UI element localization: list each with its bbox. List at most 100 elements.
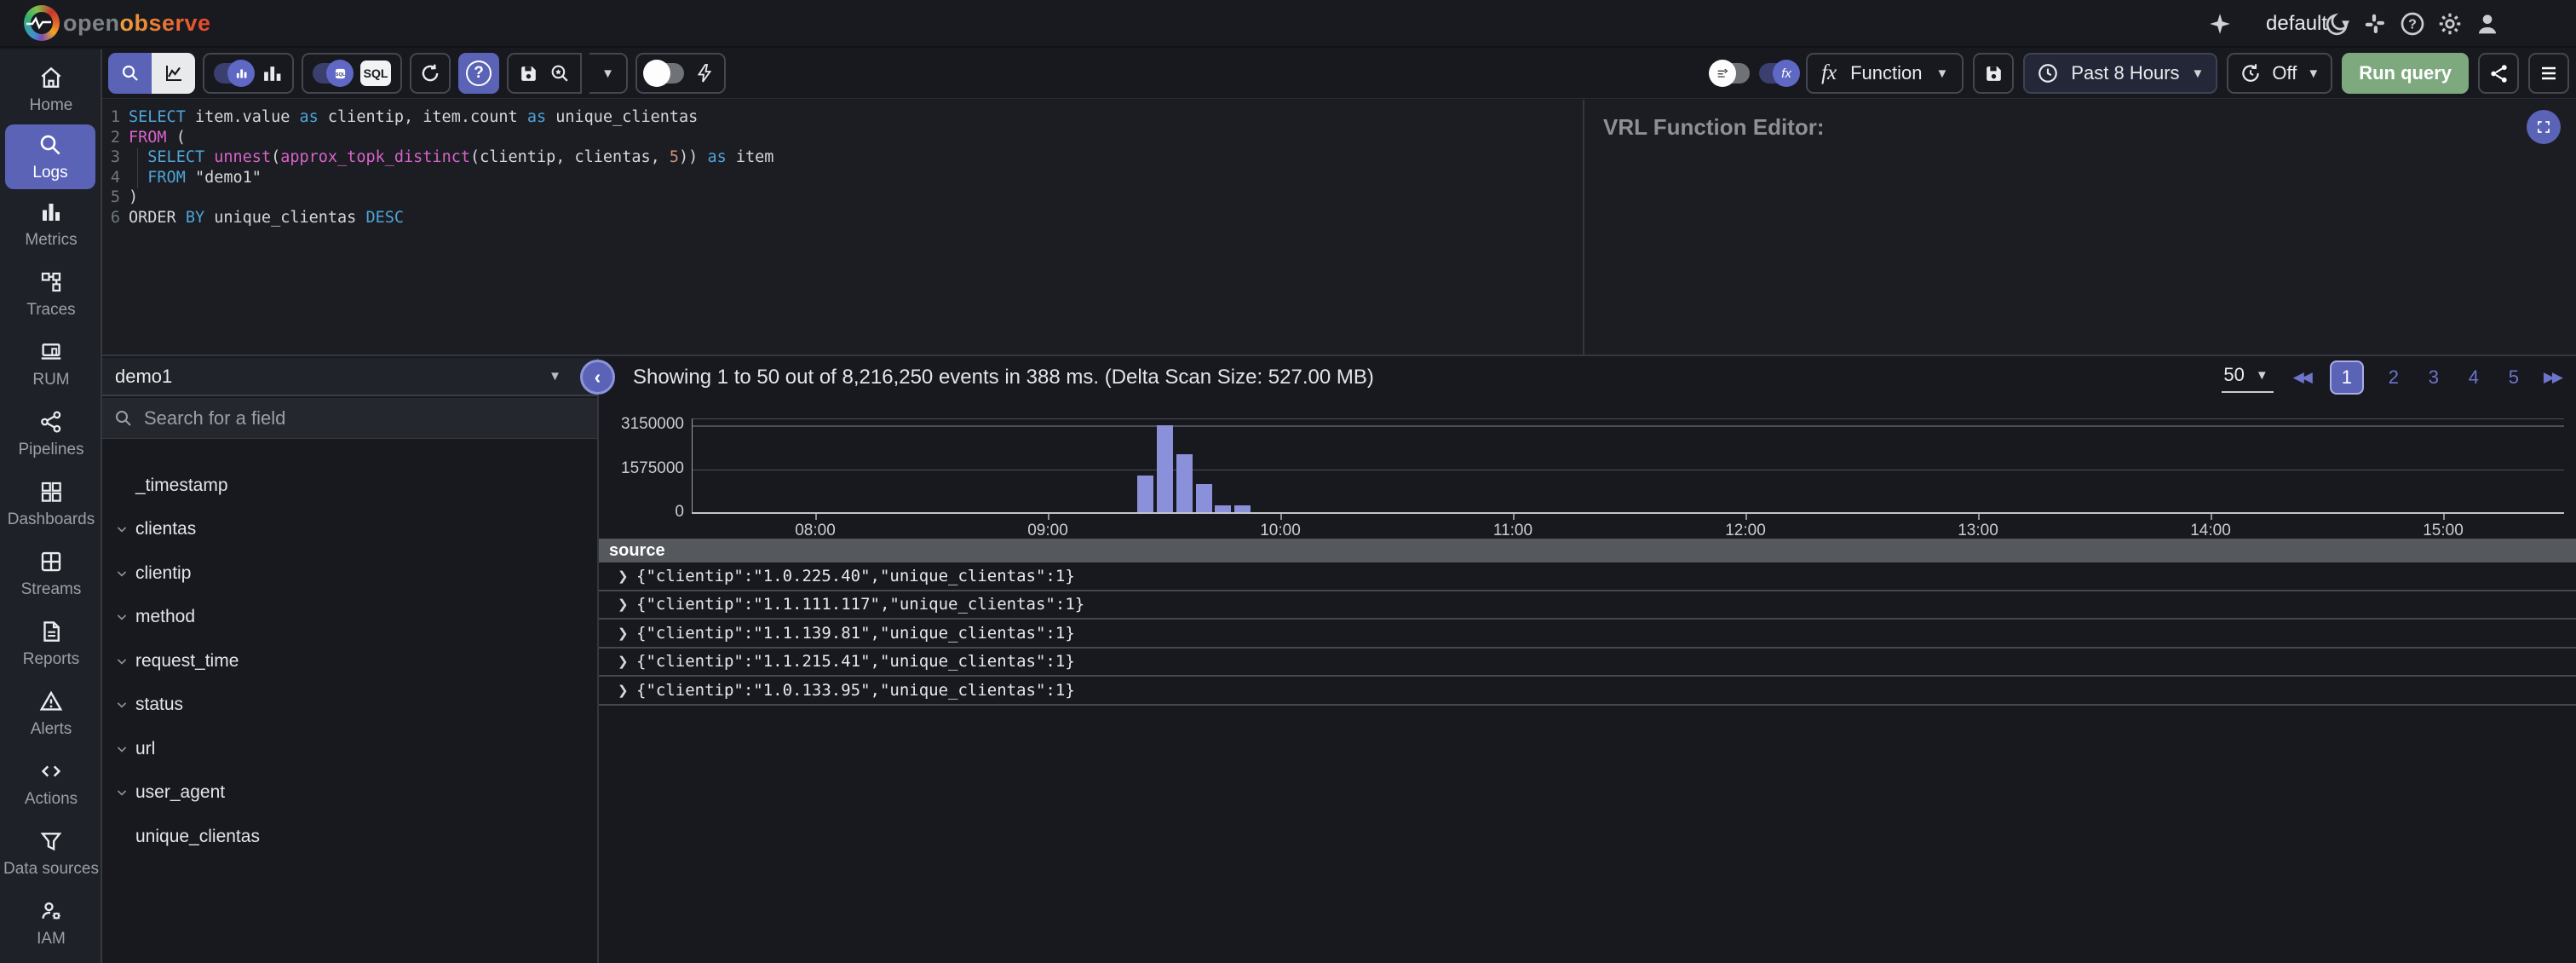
field-row-url[interactable]: url	[102, 727, 597, 771]
expand-row-icon[interactable]: ❯	[618, 654, 629, 670]
field-row-clientip[interactable]: clientip	[102, 551, 597, 596]
code-token: unique_clientas	[546, 108, 699, 126]
moon-icon[interactable]	[2319, 5, 2356, 43]
chevron-down-icon: ▼	[2191, 66, 2205, 81]
page-3[interactable]: 3	[2428, 366, 2439, 388]
save-search-icon[interactable]	[518, 63, 539, 84]
editor-line: 6 ORDER BY unique_clientas DESC	[102, 208, 1583, 228]
table-row[interactable]: ❯ {"clientip":"1.0.225.40","unique_client…	[599, 562, 2576, 591]
line-number: 3	[110, 148, 120, 166]
saved-search-dropdown[interactable]: ▼	[589, 53, 628, 94]
function-selector[interactable]: fx Function ▼	[1806, 53, 1964, 94]
table-row[interactable]: ❯ {"clientip":"1.1.215.41","unique_client…	[599, 649, 2576, 677]
code-token: (	[271, 148, 281, 166]
share-button[interactable]	[2478, 53, 2519, 94]
table-row[interactable]: ❯ {"clientip":"1.1.111.117","unique_clien…	[599, 591, 2576, 620]
organization-selector[interactable]: default ▼	[2266, 7, 2352, 41]
sidebar-item-reports[interactable]: Reports	[0, 608, 102, 678]
field-row-unique_clientas[interactable]: unique_clientas	[102, 815, 597, 859]
sidebar-item-iam[interactable]: IAM	[0, 888, 102, 958]
transform-toggle[interactable]	[1709, 60, 1751, 87]
gear-icon[interactable]	[2431, 5, 2469, 43]
code-token: approx_topk_distinct	[280, 148, 470, 166]
y-tick-label: 0	[675, 503, 684, 521]
page-5[interactable]: 5	[2508, 366, 2519, 388]
expand-vrl-button[interactable]	[2527, 110, 2561, 144]
sidebar-item-home[interactable]: Home	[0, 55, 102, 124]
sidebar-item-label: Dashboards	[7, 510, 95, 529]
sidebar-item-actions[interactable]: Actions	[0, 748, 102, 818]
sidebar-item-dashboards[interactable]: Dashboards	[0, 469, 102, 539]
expand-row-icon[interactable]: ❯	[618, 626, 629, 641]
expand-row-icon[interactable]: ❯	[618, 683, 629, 698]
sql-mode-toggle[interactable]: SQL	[313, 60, 354, 87]
query-help-button[interactable]: ?	[458, 53, 499, 94]
field-name: _timestamp	[135, 475, 228, 495]
field-search-box[interactable]	[102, 398, 597, 439]
table-row[interactable]: ❯ {"clientip":"1.1.139.81","unique_client…	[599, 620, 2576, 649]
vrl-function-toggle[interactable]: fx	[1759, 60, 1801, 87]
field-row-clientas[interactable]: clientas	[102, 508, 597, 552]
vrl-function-panel[interactable]: VRL Function Editor:	[1583, 100, 2576, 356]
field-row-method[interactable]: method	[102, 596, 597, 640]
auto-refresh-selector[interactable]: Off ▼	[2227, 53, 2333, 94]
saved-search-group[interactable]	[507, 53, 582, 94]
stream-selector[interactable]: demo1 ▼	[102, 358, 597, 396]
page-1[interactable]: 1	[2329, 360, 2364, 395]
page-4[interactable]: 4	[2468, 366, 2479, 388]
expand-row-icon[interactable]: ❯	[618, 597, 629, 613]
collapse-field-panel-button[interactable]: ‹	[580, 360, 615, 395]
sql-query-editor[interactable]: 1 SELECT item.value as clientip, item.cou…	[102, 100, 1583, 355]
sidebar-item-streams[interactable]: Streams	[0, 539, 102, 608]
field-row-status[interactable]: status	[102, 683, 597, 728]
field-search-input[interactable]	[144, 407, 561, 430]
page-2[interactable]: 2	[2388, 366, 2399, 388]
field-row-request_time[interactable]: request_time	[102, 639, 597, 683]
sidebar-item-logs[interactable]: Logs	[5, 124, 95, 189]
saved-searches-icon[interactable]	[549, 63, 571, 84]
histogram-toggle[interactable]	[214, 60, 255, 87]
slack-icon[interactable]	[2356, 5, 2394, 43]
code-token: (	[166, 128, 186, 147]
help-icon[interactable]: ?	[2394, 5, 2431, 43]
x-axis-line	[692, 512, 2564, 514]
reset-query-button[interactable]	[410, 53, 451, 94]
sidebar-item-data-sources[interactable]: Data sources	[0, 818, 102, 888]
run-query-button[interactable]: Run query	[2342, 53, 2469, 94]
svg-text:?: ?	[2408, 18, 2417, 32]
sidebar-item-alerts[interactable]: Alerts	[0, 678, 102, 748]
last-page-button[interactable]: ▶▶	[2543, 369, 2563, 385]
histogram-plot-area[interactable]	[692, 418, 2564, 513]
sidebar-item-pipelines[interactable]: Pipelines	[0, 399, 102, 469]
field-row-_timestamp[interactable]: _timestamp	[102, 464, 597, 508]
save-function-button[interactable]	[1973, 53, 2015, 94]
more-menu-button[interactable]	[2528, 53, 2569, 94]
sidebar-item-rum[interactable]: RUM	[0, 329, 102, 399]
x-tick-label: 14:00	[2190, 522, 2231, 539]
field-row-user_agent[interactable]: user_agent	[102, 771, 597, 816]
search-chart-mode-switch[interactable]	[108, 53, 195, 94]
histogram-toggle-group[interactable]	[203, 53, 294, 94]
sidebar-item-traces[interactable]: Traces	[0, 259, 102, 329]
sidebar-item-metrics[interactable]: Metrics	[0, 189, 102, 259]
first-page-button[interactable]: ◀◀	[2292, 369, 2313, 385]
chevron-down-icon: ▼	[601, 66, 614, 81]
user-icon[interactable]	[2469, 5, 2506, 43]
events-histogram[interactable]: 08:00 09:00 10:00 11:00 12:00 13:00 14:00 15:00…	[599, 397, 2576, 539]
search-mode-button[interactable]	[108, 53, 152, 94]
content: SQL SQL ? ▼	[102, 48, 2576, 963]
x-tick-label: 09:00	[1027, 522, 1068, 539]
chart-mode-button[interactable]	[152, 53, 195, 94]
expand-row-icon[interactable]: ❯	[618, 568, 629, 584]
logo-icon	[24, 5, 60, 41]
table-row[interactable]: ❯ {"clientip":"1.0.133.95","unique_client…	[599, 677, 2576, 706]
sparkle-ai-icon[interactable]	[2201, 5, 2239, 43]
row-json: {"clientip":"1.1.215.41","unique_clienta…	[636, 652, 1075, 672]
sql-mode-toggle-group[interactable]: SQL SQL	[302, 53, 402, 94]
quick-mode-toggle[interactable]	[643, 60, 684, 87]
per-page-selector[interactable]: 50 ▼	[2222, 362, 2274, 393]
quick-mode-toggle-group[interactable]	[635, 53, 726, 94]
sql-editor-region: 1 SELECT item.value as clientip, item.cou…	[102, 100, 1583, 356]
time-range-selector[interactable]: Past 8 Hours ▼	[2023, 53, 2218, 94]
